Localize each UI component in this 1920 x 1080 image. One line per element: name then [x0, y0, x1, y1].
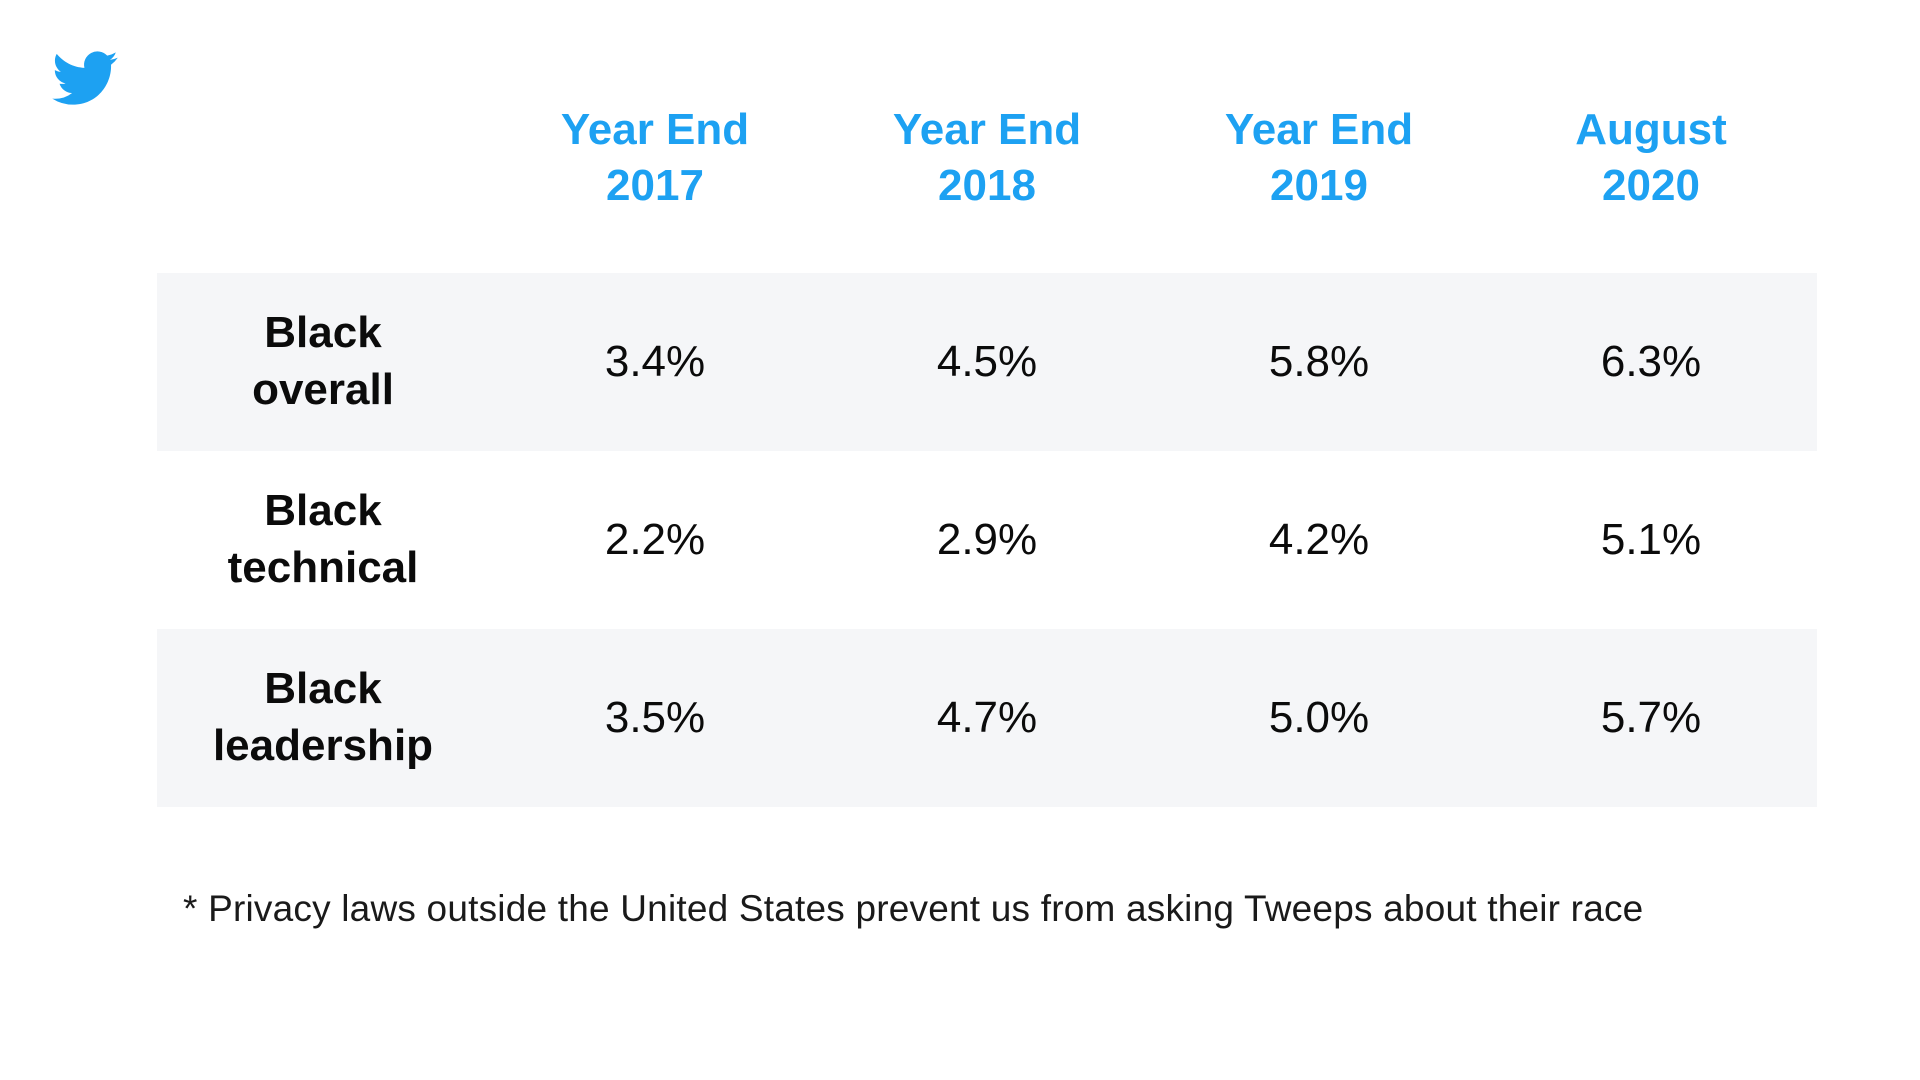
column-header-line2: 2020 — [1602, 161, 1700, 211]
table-header-row: Year End 2017 Year End 2018 Year End 201… — [157, 102, 1817, 215]
header-spacer — [157, 102, 489, 215]
value-black-overall-2019: 5.8% — [1268, 336, 1370, 386]
row-label-line1: Black — [264, 486, 382, 536]
value-black-overall-2020: 6.3% — [1600, 336, 1702, 386]
table-row-black-overall: Black overall 3.4% 4.5% 5.8% 6.3% — [157, 272, 1817, 451]
value-black-overall-2017: 3.4% — [604, 336, 706, 386]
value-black-leadership-2020: 5.7% — [1600, 692, 1702, 742]
column-header-2017: Year End 2017 — [489, 102, 821, 215]
column-header-line1: Year End — [560, 105, 750, 154]
value-black-overall-2018: 4.5% — [936, 336, 1038, 386]
table-row-black-leadership: Black leadership 3.5% 4.7% 5.0% 5.7% — [157, 628, 1817, 807]
row-label: Black leadership — [157, 661, 489, 774]
value-black-technical-2017: 2.2% — [604, 514, 706, 564]
value-black-technical-2020: 5.1% — [1600, 514, 1702, 564]
value-black-leadership-2017: 3.5% — [604, 692, 706, 742]
column-header-line2: 2017 — [606, 161, 704, 211]
column-header-line1: August — [1575, 105, 1727, 154]
table-row-black-technical: Black technical 2.2% 2.9% 4.2% 5.1% — [157, 451, 1817, 629]
column-header-line2: 2018 — [938, 161, 1036, 211]
value-black-leadership-2018: 4.7% — [936, 692, 1038, 742]
column-header-2018: Year End 2018 — [821, 102, 1153, 215]
diversity-table: Year End 2017 Year End 2018 Year End 201… — [157, 102, 1817, 807]
column-header-line1: Year End — [892, 105, 1082, 154]
row-label-line2: overall — [252, 364, 394, 414]
value-black-technical-2018: 2.9% — [936, 514, 1038, 564]
row-label: Black overall — [157, 305, 489, 418]
row-label-line2: leadership — [212, 720, 434, 770]
column-header-line1: Year End — [1224, 105, 1414, 154]
row-label: Black technical — [157, 483, 489, 596]
value-black-technical-2019: 4.2% — [1268, 514, 1370, 564]
column-header-aug-2020: August 2020 — [1485, 102, 1817, 215]
column-header-line2: 2019 — [1270, 161, 1368, 211]
row-label-line1: Black — [264, 308, 382, 358]
row-label-line2: technical — [227, 542, 419, 592]
privacy-footnote: * Privacy laws outside the United States… — [183, 888, 1644, 929]
value-black-leadership-2019: 5.0% — [1268, 692, 1370, 742]
twitter-bird-icon — [52, 48, 118, 108]
column-header-2019: Year End 2019 — [1153, 102, 1485, 215]
row-label-line1: Black — [264, 664, 382, 714]
